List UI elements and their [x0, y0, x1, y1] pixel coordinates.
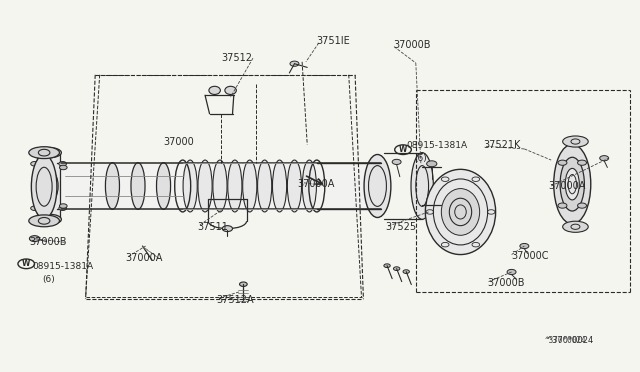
Text: 37000A: 37000A	[298, 179, 335, 189]
Text: 3751IE: 3751IE	[317, 36, 351, 46]
Text: 37000B: 37000B	[29, 237, 67, 247]
Ellipse shape	[31, 155, 57, 219]
Ellipse shape	[29, 215, 60, 227]
Text: 37000: 37000	[164, 137, 195, 147]
Circle shape	[31, 161, 38, 166]
Circle shape	[60, 204, 67, 208]
Circle shape	[392, 159, 401, 164]
Circle shape	[577, 160, 586, 165]
Text: (6): (6)	[415, 154, 428, 163]
Ellipse shape	[243, 160, 257, 212]
Polygon shape	[61, 163, 381, 209]
Text: 37525: 37525	[386, 222, 417, 232]
Circle shape	[558, 203, 567, 208]
Ellipse shape	[131, 163, 145, 209]
Ellipse shape	[364, 154, 391, 218]
Text: ^370*0024: ^370*0024	[545, 336, 593, 346]
Ellipse shape	[554, 144, 591, 224]
Circle shape	[29, 235, 40, 241]
Text: 37000A: 37000A	[548, 181, 586, 191]
Circle shape	[59, 161, 67, 166]
Circle shape	[600, 155, 609, 161]
Text: 37000C: 37000C	[511, 251, 549, 262]
Text: W: W	[22, 259, 31, 268]
Ellipse shape	[225, 86, 236, 94]
Circle shape	[384, 264, 390, 267]
Ellipse shape	[106, 163, 120, 209]
Circle shape	[403, 270, 410, 273]
Circle shape	[394, 267, 400, 270]
Ellipse shape	[183, 160, 197, 212]
Circle shape	[520, 243, 529, 248]
Text: 37000A: 37000A	[125, 253, 163, 263]
Ellipse shape	[442, 189, 479, 235]
Text: 37000B: 37000B	[394, 40, 431, 50]
Text: 37511: 37511	[197, 222, 228, 232]
Text: 37512A: 37512A	[216, 295, 254, 305]
Text: 08915-1381A: 08915-1381A	[33, 262, 93, 271]
Circle shape	[222, 226, 232, 232]
Circle shape	[290, 61, 299, 66]
Text: 37000B: 37000B	[487, 278, 525, 288]
Circle shape	[59, 206, 67, 211]
Ellipse shape	[198, 160, 212, 212]
Ellipse shape	[273, 160, 287, 212]
Circle shape	[577, 203, 586, 208]
Polygon shape	[37, 151, 60, 221]
Ellipse shape	[228, 160, 242, 212]
Circle shape	[507, 269, 516, 275]
Text: (6): (6)	[42, 275, 55, 284]
Ellipse shape	[257, 160, 272, 212]
Ellipse shape	[36, 147, 61, 158]
Ellipse shape	[426, 169, 495, 254]
Ellipse shape	[560, 157, 584, 211]
Ellipse shape	[302, 160, 316, 212]
Text: W: W	[399, 145, 407, 154]
Ellipse shape	[29, 147, 60, 158]
Circle shape	[239, 282, 247, 286]
Circle shape	[427, 161, 437, 167]
Text: 37512: 37512	[221, 53, 252, 63]
Circle shape	[31, 206, 38, 211]
Ellipse shape	[157, 163, 171, 209]
Text: 08915-1381A: 08915-1381A	[406, 141, 467, 150]
Ellipse shape	[565, 169, 579, 200]
Ellipse shape	[411, 153, 433, 219]
Text: ^370*0024: ^370*0024	[545, 336, 586, 346]
Circle shape	[558, 160, 567, 165]
Ellipse shape	[287, 160, 301, 212]
Ellipse shape	[36, 214, 61, 225]
Ellipse shape	[209, 86, 220, 94]
Ellipse shape	[563, 136, 588, 147]
Ellipse shape	[213, 160, 227, 212]
Circle shape	[60, 165, 67, 170]
Ellipse shape	[563, 221, 588, 232]
Ellipse shape	[39, 169, 58, 203]
Text: 37521K: 37521K	[483, 140, 520, 150]
